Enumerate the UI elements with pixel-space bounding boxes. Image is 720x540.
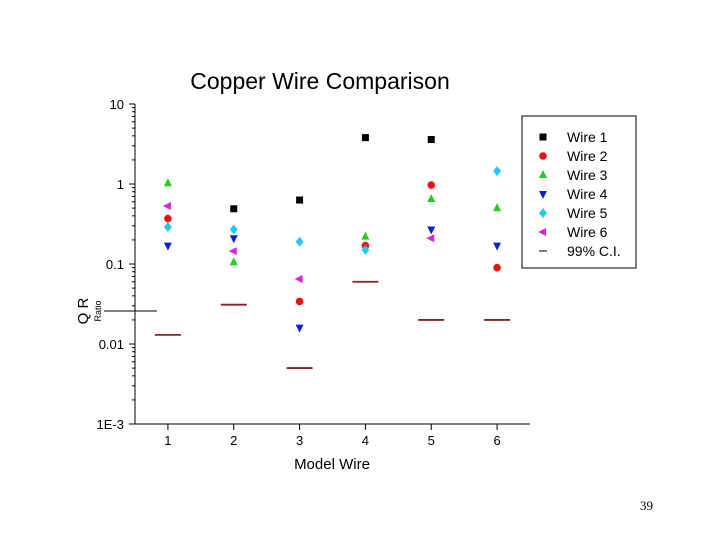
legend-marker-5 (539, 208, 547, 218)
data-point-series-5 (229, 224, 238, 235)
data-point-series-3 (163, 178, 172, 187)
x-tick-label: 6 (493, 433, 500, 448)
page-number: 39 (640, 498, 653, 513)
x-tick-label: 3 (296, 433, 303, 448)
legend-label-2: Wire 2 (567, 148, 608, 164)
y-tick-label: 1 (117, 177, 124, 192)
data-point-series-3 (361, 231, 370, 240)
y-tick-label: 0.01 (99, 337, 124, 352)
data-point-series-4 (229, 235, 238, 244)
data-point-series-6 (228, 247, 237, 256)
data-point-series-4 (163, 242, 172, 251)
legend-marker-1 (539, 133, 547, 141)
chart-marks (154, 134, 511, 369)
y-axis-label-extra-group: Ratio (93, 300, 103, 321)
data-point-series-3 (427, 193, 436, 202)
legend-label-1: Wire 1 (567, 129, 608, 145)
x-tick-label: 2 (230, 433, 237, 448)
y-axis-label-extra: Ratio (93, 300, 103, 321)
data-point-series-2 (295, 297, 304, 306)
y-tick-label: 1E-3 (97, 417, 124, 432)
chart-legend: Wire 1 Wire 2 Wire 3 Wire 4 Wire 5 Wire 6 99% … (521, 115, 637, 269)
legend-marker-2 (539, 152, 547, 160)
data-point-series-6 (426, 234, 435, 243)
x-axis-label: Model Wire (294, 456, 370, 473)
data-point-series-1 (230, 205, 238, 213)
x-tick-label: 5 (428, 433, 435, 448)
data-point-series-5 (295, 236, 304, 247)
y-axis-label: Q R (75, 298, 92, 325)
data-point-series-2 (164, 214, 172, 223)
data-point-series-5 (493, 166, 502, 177)
data-point-series-4 (295, 324, 304, 333)
y-tick-label: 0.1 (106, 257, 124, 272)
y-axis-label-group: Q R (75, 298, 92, 325)
legend-label-6: Wire 6 (567, 224, 608, 240)
legend-label-4: Wire 4 (567, 186, 608, 202)
data-point-series-5 (361, 244, 370, 255)
data-point-series-3 (493, 203, 502, 212)
data-point-series-2 (427, 181, 436, 189)
data-point-series-3 (229, 257, 238, 266)
legend-marker-6 (538, 228, 546, 236)
data-point-series-2 (493, 263, 501, 272)
legend-marker-4 (539, 191, 547, 199)
legend-marker-3 (539, 170, 547, 178)
x-tick-label: 4 (362, 433, 369, 448)
legend-label-7: 99% C.I. (567, 243, 621, 259)
data-point-series-4 (427, 226, 436, 235)
data-point-series-1 (296, 196, 304, 204)
data-point-series-1 (361, 134, 369, 142)
data-point-series-6 (162, 202, 171, 211)
data-point-series-4 (493, 242, 502, 251)
data-point-series-5 (163, 222, 172, 233)
data-point-series-1 (427, 135, 435, 143)
x-tick-label: 1 (164, 433, 171, 448)
chart-title: Copper Wire Comparison (190, 68, 449, 94)
legend-label-3: Wire 3 (567, 167, 608, 183)
chart-axes: 10 1 0.1 0.01 1E-3 1 2 3 4 5 6 (97, 97, 530, 448)
legend-label-5: Wire 5 (567, 205, 608, 221)
y-tick-label: 10 (110, 97, 124, 112)
data-point-series-6 (294, 274, 303, 283)
